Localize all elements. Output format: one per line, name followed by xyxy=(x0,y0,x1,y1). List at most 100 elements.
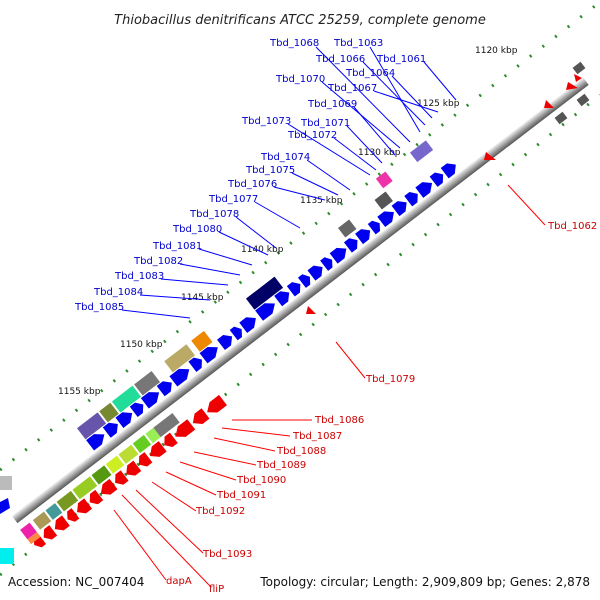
kbp-tick: 1145 kbp xyxy=(181,293,224,303)
upper-leader-lines xyxy=(121,46,457,319)
gene-box-teal xyxy=(45,503,63,520)
forward-strand-genes xyxy=(76,140,456,451)
gene-label: Tbd_1066 xyxy=(315,54,365,65)
forward-gene-arrow xyxy=(102,422,118,438)
forward-gene-arrow xyxy=(199,347,218,364)
gene-box-yellowgreen xyxy=(118,444,139,464)
upper-gene-labels: Tbd_1068 Tbd_1063 Tbd_1066 Tbd_1061 Tbd_… xyxy=(74,38,426,313)
forward-gene-arrow xyxy=(239,317,256,333)
map-title: Thiobacillus denitrificans ATCC 25259, c… xyxy=(114,13,486,28)
gene-box-gray-2 xyxy=(338,219,357,238)
kbp-tick: 1150 kbp xyxy=(120,340,163,350)
forward-gene-arrow xyxy=(343,238,358,253)
gc-track-inner xyxy=(0,93,600,577)
reverse-gene-arrow xyxy=(192,408,210,424)
forward-gene-arrow xyxy=(129,402,144,417)
gene-label: Tbd_1082 xyxy=(133,256,183,267)
reverse-colored-features xyxy=(20,413,180,545)
gene-box-orange xyxy=(191,330,213,352)
gene-label: Tbd_1081 xyxy=(152,241,202,252)
reverse-gene-arrow xyxy=(115,470,129,485)
kbp-ticks: 1120 kbp 1125 kbp 1130 kbp 1135 kbp 1140… xyxy=(58,46,518,397)
gray-marker xyxy=(572,61,586,75)
forward-gene-arrow xyxy=(286,282,301,297)
forward-gene-arrow xyxy=(429,172,444,187)
gray-marker xyxy=(576,93,590,107)
forward-gene-arrow xyxy=(217,335,233,351)
gene-label: Tbd_1079 xyxy=(365,374,415,385)
gene-label: Tbd_1085 xyxy=(74,302,124,313)
kbp-tick: 1130 kbp xyxy=(358,148,401,158)
gene-box-salmon xyxy=(27,532,41,545)
forward-gene-arrow xyxy=(320,257,333,271)
reverse-strand-genes xyxy=(20,394,227,548)
gene-box-lightgreen xyxy=(145,427,161,444)
forward-gene-arrow xyxy=(274,291,290,307)
gene-label: Tbd_1090 xyxy=(236,475,286,486)
reverse-gene-arrow xyxy=(43,525,58,540)
forward-gene-arrow xyxy=(355,229,371,245)
accession-label: Accession: NC_007404 xyxy=(8,575,144,589)
reverse-gene-arrow xyxy=(138,452,153,467)
reverse-gene-arrow xyxy=(207,394,227,413)
forward-gene-arrow xyxy=(367,220,381,235)
right-gene-labels: Tbd_1062 Tbd_1079 xyxy=(365,221,597,385)
reverse-markers xyxy=(306,74,582,314)
forward-gene-arrow xyxy=(404,192,418,207)
gene-label: Tbd_1068 xyxy=(269,38,319,49)
forward-gene-arrow xyxy=(229,326,243,341)
gene-box-khaki xyxy=(164,344,196,373)
gene-label: Tbd_1076 xyxy=(227,179,277,190)
forward-gene-arrow xyxy=(86,434,105,451)
forward-gene-arrow xyxy=(377,211,394,228)
gene-label: Tbd_1069 xyxy=(307,99,357,110)
genome-backbone xyxy=(11,77,589,524)
kbp-tick: 1155 kbp xyxy=(58,387,101,397)
reverse-gene-marker xyxy=(484,152,496,160)
gene-label: Tbd_1064 xyxy=(345,68,395,79)
gene-label: Tbd_1071 xyxy=(300,118,350,129)
gene-label: Tbd_1072 xyxy=(287,130,337,141)
gene-label: fliP xyxy=(209,584,224,595)
reverse-gene-arrow xyxy=(100,478,118,495)
forward-gene-arrow xyxy=(440,163,456,179)
gene-box-gray xyxy=(134,371,161,396)
gene-box-pink xyxy=(375,171,393,189)
lower-gene-labels: Tbd_1086 Tbd_1087 Tbd_1088 Tbd_1089 Tbd_… xyxy=(166,415,364,595)
gene-label: Tbd_1093 xyxy=(202,549,252,560)
gene-label: Tbd_1067 xyxy=(327,83,377,94)
forward-gene-arrow xyxy=(255,303,275,321)
gene-box-lightgray xyxy=(0,476,12,490)
gene-label: Tbd_1087 xyxy=(292,431,342,442)
topology-label: Topology: circular; Length: 2,909,809 bp… xyxy=(259,575,590,589)
gene-box-khaki-2 xyxy=(32,511,52,530)
edge-fragments xyxy=(0,476,14,564)
reverse-gene-arrow xyxy=(175,419,196,437)
gene-label: Tbd_1092 xyxy=(195,506,245,517)
gene-box-gray-4 xyxy=(153,413,180,438)
forward-gene-arrow xyxy=(391,201,407,217)
gene-label: dapA xyxy=(166,576,192,587)
forward-gene-arrow xyxy=(115,412,133,428)
gene-box-magenta xyxy=(20,522,37,540)
gene-label: Tbd_1061 xyxy=(376,54,426,65)
reverse-gene-marker xyxy=(544,100,554,108)
reverse-gene-arrow xyxy=(54,515,70,531)
reverse-gene-arrow xyxy=(150,441,167,457)
gene-box-green xyxy=(111,385,142,413)
gene-label: Tbd_1086 xyxy=(314,415,364,426)
gene-label: Tbd_1075 xyxy=(245,165,295,176)
gene-label: Tbd_1077 xyxy=(208,194,258,205)
gene-box-navy xyxy=(245,276,284,310)
kbp-tick: 1140 kbp xyxy=(241,245,284,255)
gene-label: Tbd_1063 xyxy=(333,38,383,49)
reverse-gene-arrow xyxy=(89,489,104,505)
forward-colored-features xyxy=(76,140,434,440)
forward-gene-arrow xyxy=(307,265,323,281)
forward-gene-arrow xyxy=(329,247,347,264)
forward-gene-arrow xyxy=(156,381,172,397)
gene-box-olive xyxy=(99,402,119,423)
gene-label: Tbd_1080 xyxy=(172,224,222,235)
gene-label: Tbd_1074 xyxy=(260,152,310,163)
